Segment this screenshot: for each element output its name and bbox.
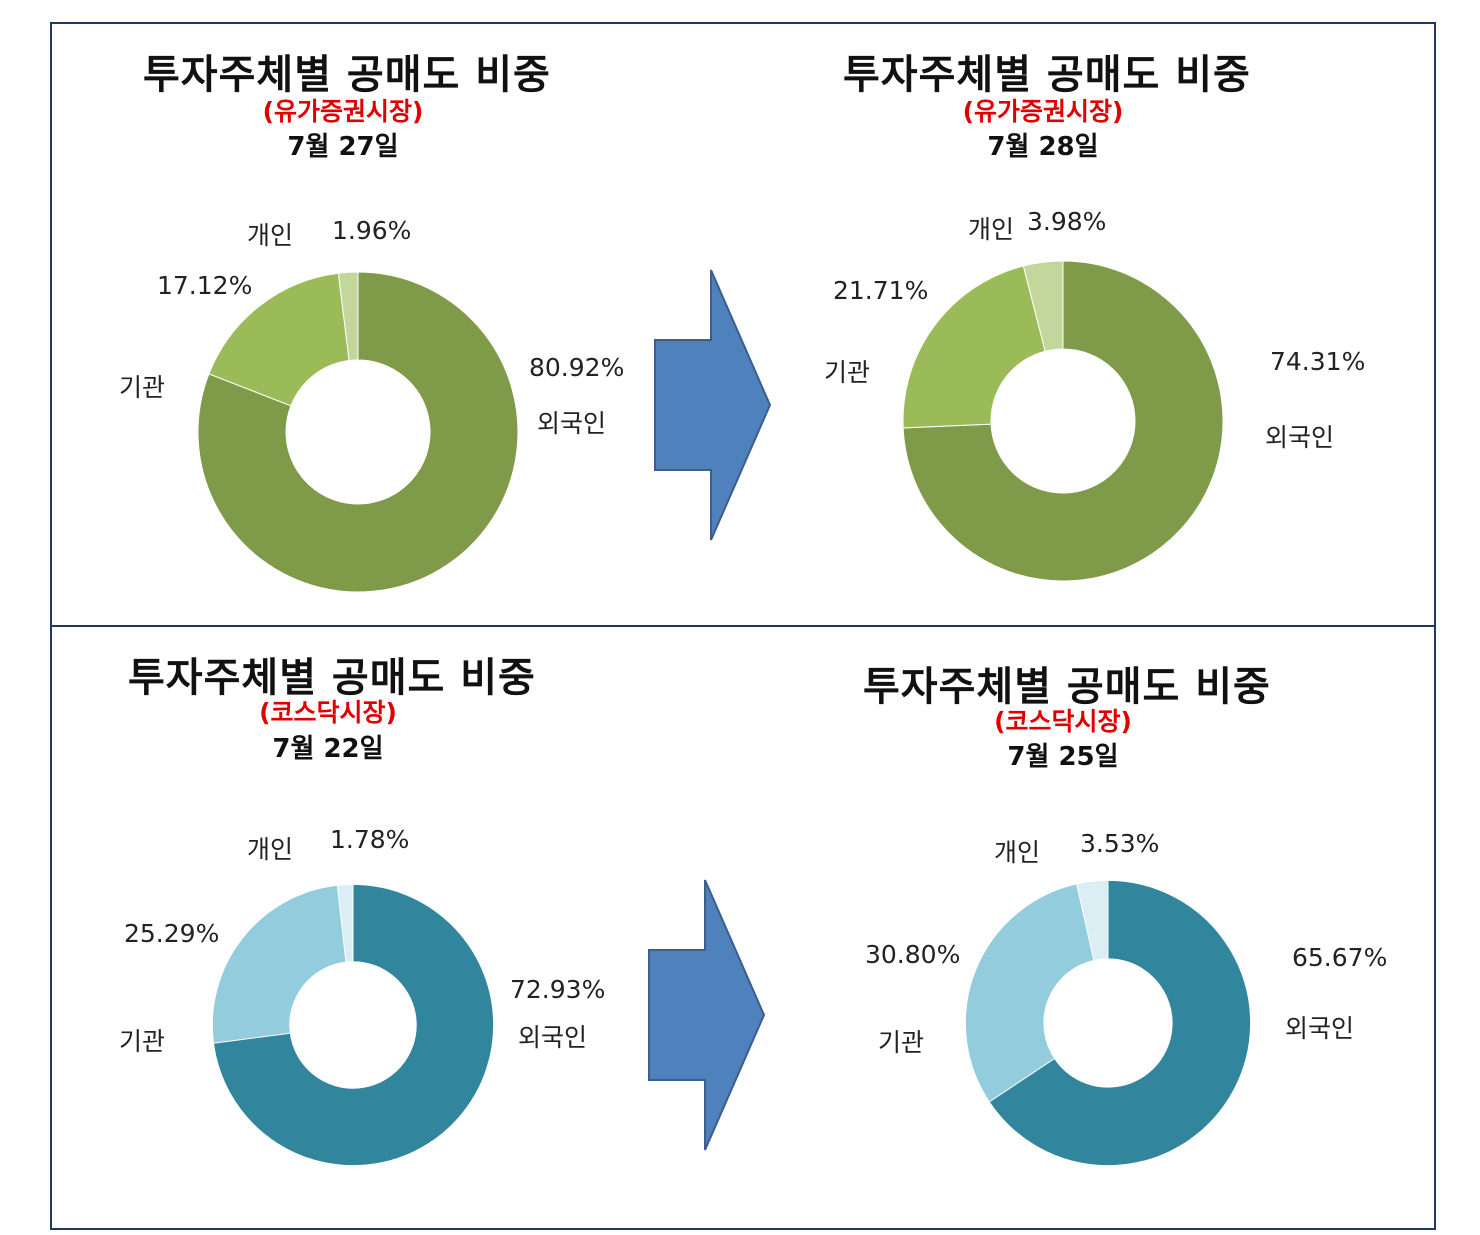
chart4-slice-indiv bbox=[1076, 880, 1109, 961]
top-right-arrow-icon bbox=[654, 269, 772, 541]
chart1-subtitle: (유가증권시장) bbox=[262, 97, 424, 126]
chart3-inst-value: 25.29% bbox=[124, 919, 220, 948]
chart1-slice-indiv bbox=[337, 271, 359, 362]
chart1-inst-value: 17.12% bbox=[157, 271, 253, 300]
chart1-foreign-value: 80.92% bbox=[529, 353, 625, 382]
chart1-slice-foreign bbox=[197, 271, 519, 593]
chart3-date: 7월 22일 bbox=[272, 734, 384, 764]
chart4-indiv-label: 개인 bbox=[994, 838, 1041, 867]
chart2-indiv-value: 3.98% bbox=[1027, 207, 1107, 236]
chart3-donut bbox=[211, 883, 494, 1167]
chart2-indiv-label: 개인 bbox=[968, 215, 1015, 244]
chart4-slice-inst bbox=[965, 883, 1095, 1103]
chart1-inst-label: 기관 bbox=[119, 373, 166, 402]
chart2-foreign-label: 외국인 bbox=[1265, 423, 1335, 452]
chart2-slice-indiv bbox=[1022, 260, 1064, 352]
chart3-inst-label: 기관 bbox=[119, 1027, 166, 1056]
chart3-indiv-value: 1.78% bbox=[330, 825, 410, 854]
chart3-slice-foreign bbox=[213, 883, 494, 1167]
chart4-date: 7월 25일 bbox=[1007, 742, 1119, 772]
chart1-donut bbox=[197, 271, 519, 593]
chart2-inst-value: 21.71% bbox=[833, 276, 929, 305]
chart1-slice-inst bbox=[208, 272, 350, 407]
chart3-foreign-label: 외국인 bbox=[518, 1023, 588, 1052]
chart2-inst-label: 기관 bbox=[824, 358, 871, 387]
chart4-slice-foreign bbox=[988, 880, 1251, 1166]
chart4-foreign-value: 65.67% bbox=[1292, 943, 1388, 972]
chart3-indiv-label: 개인 bbox=[247, 835, 294, 864]
chart1-indiv-value: 1.96% bbox=[332, 216, 412, 245]
chart3-slice-indiv bbox=[336, 883, 354, 963]
chart2-foreign-value: 74.31% bbox=[1270, 347, 1366, 376]
chart1-foreign-label: 외국인 bbox=[537, 409, 607, 438]
chart4-subtitle: (코스닥시장) bbox=[994, 707, 1132, 736]
chart1-date: 7월 27일 bbox=[287, 132, 399, 162]
chart2-slice-foreign bbox=[902, 260, 1224, 582]
chart1-indiv-label: 개인 bbox=[247, 221, 294, 250]
chart3-title: 투자주체별 공매도 비중 bbox=[128, 655, 536, 701]
chart4-inst-value: 30.80% bbox=[865, 940, 961, 969]
chart4-indiv-value: 3.53% bbox=[1080, 829, 1160, 858]
chart2-slice-inst bbox=[902, 265, 1046, 429]
chart4-donut bbox=[965, 880, 1251, 1166]
chart4-foreign-label: 외국인 bbox=[1285, 1014, 1355, 1043]
chart3-slice-inst bbox=[211, 884, 347, 1044]
chart4-title: 투자주체별 공매도 비중 bbox=[863, 664, 1271, 710]
chart2-donut bbox=[902, 260, 1224, 582]
chart4-inst-label: 기관 bbox=[878, 1028, 925, 1057]
chart2-subtitle: (유가증권시장) bbox=[962, 97, 1124, 126]
bottom-panel-frame bbox=[50, 625, 1436, 1230]
chart2-title: 투자주체별 공매도 비중 bbox=[843, 52, 1251, 98]
chart3-foreign-value: 72.93% bbox=[510, 975, 606, 1004]
bottom-right-arrow-icon bbox=[648, 879, 766, 1151]
chart2-date: 7월 28일 bbox=[987, 132, 1099, 162]
chart1-title: 투자주체별 공매도 비중 bbox=[143, 52, 551, 98]
chart3-subtitle: (코스닥시장) bbox=[259, 698, 397, 727]
